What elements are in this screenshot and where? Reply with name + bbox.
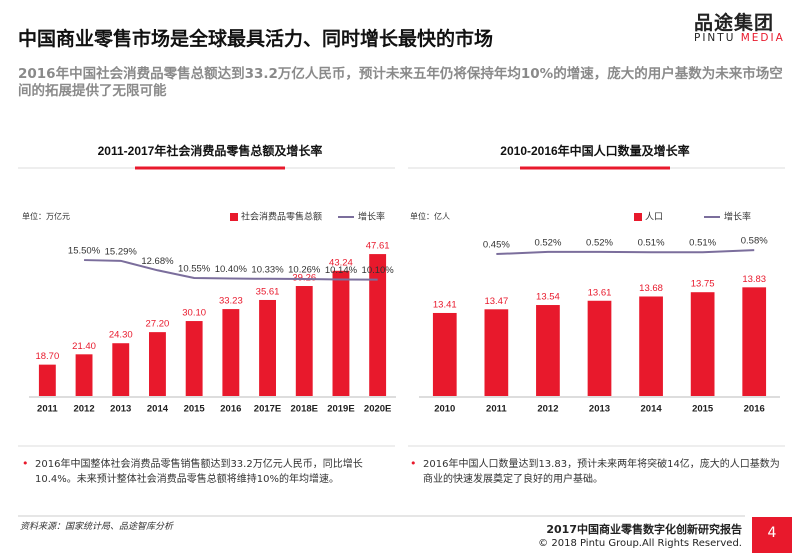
bar bbox=[295, 286, 313, 396]
legend-label: 社会消费品零售总额 bbox=[241, 210, 322, 221]
bar bbox=[587, 300, 612, 396]
legend-swatch bbox=[634, 213, 642, 221]
bullet: • bbox=[410, 457, 417, 470]
source: 资料来源：国家统计局、品途智库分析 bbox=[20, 522, 174, 532]
x-tick-label: 2020E bbox=[364, 404, 391, 415]
logo-en-1: PINTU bbox=[694, 32, 736, 44]
legend-swatch bbox=[230, 213, 238, 221]
x-tick-label: 2011 bbox=[486, 404, 507, 415]
chart-title: 2010-2016年中国人口数量及增长率 bbox=[500, 143, 689, 158]
bar bbox=[222, 309, 240, 396]
data-label: 0.45% bbox=[483, 240, 510, 251]
data-label: 30.10 bbox=[182, 308, 206, 319]
data-label: 35.61 bbox=[256, 286, 280, 297]
data-label: 24.30 bbox=[109, 330, 133, 341]
bullet: • bbox=[22, 457, 29, 470]
bar bbox=[185, 321, 203, 396]
data-label: 13.47 bbox=[484, 296, 508, 307]
data-label: 18.70 bbox=[35, 351, 59, 362]
page-number: 4 bbox=[767, 525, 777, 541]
x-tick-label: 2016 bbox=[220, 404, 241, 415]
title: 中国商业零售市场是全球最具活力、同时增长最快的市场 bbox=[18, 28, 494, 50]
data-label: 33.23 bbox=[219, 296, 243, 307]
x-tick-label: 2013 bbox=[110, 404, 131, 415]
line bbox=[84, 259, 378, 281]
data-label: 0.58% bbox=[741, 236, 768, 247]
data-label: 10.55% bbox=[178, 264, 211, 275]
bar bbox=[432, 312, 457, 396]
data-label: 21.40 bbox=[72, 341, 96, 352]
note: 2016年中国人口数量达到13.83，预计未来两年将突破14亿，庞大的人口基数为… bbox=[423, 459, 780, 485]
x-tick-label: 2012 bbox=[73, 404, 94, 415]
data-label: 27.20 bbox=[146, 319, 170, 330]
unit-label: 单位：万亿元 bbox=[22, 211, 70, 221]
data-label: 47.61 bbox=[366, 241, 390, 252]
data-label: 13.75 bbox=[691, 279, 715, 290]
x-tick-label: 2016 bbox=[744, 404, 765, 415]
bar bbox=[112, 343, 130, 396]
legend-label: 人口 bbox=[645, 211, 663, 221]
report-title: 2017中国商业零售数字化创新研究报告 bbox=[546, 523, 742, 536]
x-tick-label: 2013 bbox=[589, 404, 610, 415]
data-label: 0.52% bbox=[586, 237, 613, 248]
data-label: 0.52% bbox=[534, 237, 561, 248]
x-tick-label: 2015 bbox=[692, 404, 714, 415]
subtitle: 2016年中国社会消费品零售总额达到33.2万亿人民币，预计未来五年仍将保持年均… bbox=[18, 66, 783, 99]
bar bbox=[332, 270, 350, 396]
copyright: © 2018 Pintu Group.All Rights Reserved. bbox=[538, 538, 742, 549]
data-label: 0.51% bbox=[689, 238, 716, 249]
data-label: 13.68 bbox=[639, 283, 663, 294]
x-tick-label: 2017E bbox=[254, 404, 281, 415]
x-tick-label: 2018E bbox=[291, 404, 318, 415]
legend-label: 增长率 bbox=[724, 210, 751, 221]
chart-title: 2011-2017年社会消费品零售总额及增长率 bbox=[98, 143, 323, 158]
x-tick-label: 2019E bbox=[327, 404, 354, 415]
data-label: 10.26% bbox=[288, 265, 321, 276]
data-label: 13.54 bbox=[536, 292, 560, 303]
data-label: 13.41 bbox=[433, 299, 457, 310]
x-tick-label: 2014 bbox=[147, 404, 169, 415]
data-label: 15.29% bbox=[105, 246, 138, 257]
page-badge bbox=[752, 517, 792, 553]
x-tick-label: 2014 bbox=[641, 404, 663, 415]
data-label: 10.40% bbox=[215, 264, 248, 275]
logo: 品途集团 bbox=[694, 12, 775, 34]
data-label: 39.26 bbox=[292, 273, 316, 284]
bar bbox=[639, 296, 663, 396]
x-tick-label: 2010 bbox=[434, 404, 455, 415]
unit-label: 单位：亿人 bbox=[410, 211, 450, 221]
bar bbox=[536, 305, 560, 396]
line bbox=[496, 249, 755, 256]
legend-label: 增长率 bbox=[358, 210, 385, 221]
data-label: 12.68% bbox=[141, 256, 174, 267]
bar bbox=[369, 254, 387, 396]
x-tick-label: 2012 bbox=[537, 404, 558, 415]
note: 2016年中国整体社会消费品零售销售额达到33.2万亿元人民币，同比增长10.4… bbox=[35, 459, 363, 485]
data-label: 10.14% bbox=[325, 265, 358, 276]
bar bbox=[75, 354, 93, 396]
bar bbox=[690, 292, 715, 396]
x-tick-label: 2011 bbox=[37, 404, 58, 415]
bar bbox=[259, 299, 276, 396]
bar bbox=[149, 332, 166, 396]
logo-en: PINTU MEDIA bbox=[694, 32, 785, 44]
bar bbox=[742, 287, 767, 396]
data-label: 13.61 bbox=[588, 287, 612, 298]
data-label: 13.83 bbox=[742, 274, 766, 285]
logo-en-2: MEDIA bbox=[740, 32, 785, 44]
bar bbox=[484, 309, 509, 396]
data-label: 0.51% bbox=[638, 238, 665, 249]
data-label: 10.33% bbox=[251, 264, 284, 275]
x-tick-label: 2015 bbox=[184, 404, 206, 415]
data-label: 10.10% bbox=[362, 265, 395, 276]
data-label: 15.50% bbox=[68, 246, 101, 257]
data-label: 43.24 bbox=[329, 257, 353, 268]
bar bbox=[38, 364, 56, 396]
